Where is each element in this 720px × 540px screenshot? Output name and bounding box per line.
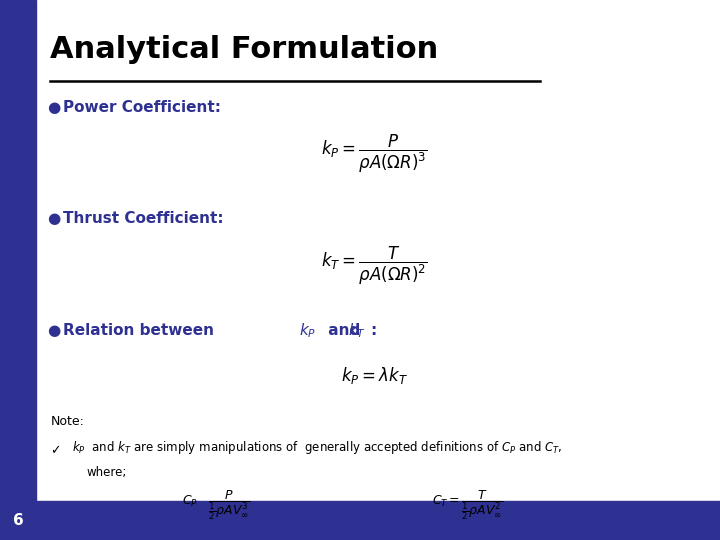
Text: and: and xyxy=(323,323,365,338)
Text: Power Coefficient:: Power Coefficient: xyxy=(63,100,221,116)
Text: $k_P = \dfrac{P}{\rho A (\Omega R)^3}$: $k_P = \dfrac{P}{\rho A (\Omega R)^3}$ xyxy=(321,133,428,175)
Bar xyxy=(0,501,720,540)
Text: ✓: ✓ xyxy=(50,444,61,457)
Text: 6: 6 xyxy=(13,513,23,528)
Text: $k_P = \lambda k_T$: $k_P = \lambda k_T$ xyxy=(341,365,408,386)
Text: $k_P$: $k_P$ xyxy=(299,321,316,340)
Text: $k_T$: $k_T$ xyxy=(348,321,366,340)
Text: :: : xyxy=(370,323,377,338)
Text: ●: ● xyxy=(47,211,60,226)
Text: Relation between: Relation between xyxy=(63,323,220,338)
Text: where;: where; xyxy=(86,466,127,479)
Text: $C_P \quad \dfrac{P}{\frac{1}{2}\rho A V_{\infty}^{3}}$: $C_P \quad \dfrac{P}{\frac{1}{2}\rho A V… xyxy=(182,488,250,522)
Text: Thrust Coefficient:: Thrust Coefficient: xyxy=(63,211,224,226)
Text: $C_T = \dfrac{T}{\frac{1}{2}\rho A V_{\infty}^{2}}$: $C_T = \dfrac{T}{\frac{1}{2}\rho A V_{\i… xyxy=(432,488,504,522)
Text: Note:: Note: xyxy=(50,415,84,428)
Text: $k_T = \dfrac{T}{\rho A (\Omega R)^2}$: $k_T = \dfrac{T}{\rho A (\Omega R)^2}$ xyxy=(321,245,428,287)
Bar xyxy=(0,0,36,540)
Text: Analytical Formulation: Analytical Formulation xyxy=(50,35,438,64)
Text: ●: ● xyxy=(47,100,60,116)
Text: $k_P$  and $k_T$ are simply manipulations of  generally accepted definitions of : $k_P$ and $k_T$ are simply manipulations… xyxy=(72,438,562,456)
Text: ●: ● xyxy=(47,323,60,338)
